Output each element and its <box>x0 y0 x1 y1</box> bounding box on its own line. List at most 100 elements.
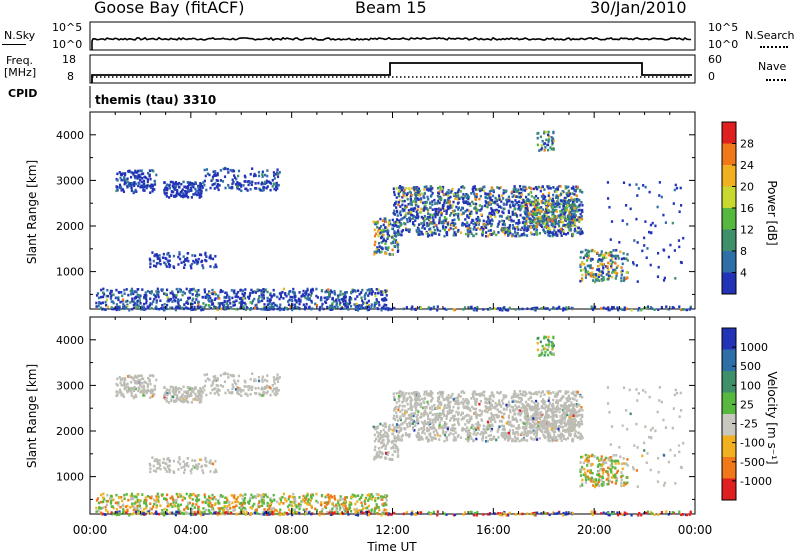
power-cell <box>547 194 550 198</box>
power-cell <box>591 266 594 270</box>
power-cell <box>605 256 608 260</box>
power-cell <box>551 137 555 141</box>
power-cell <box>137 169 140 173</box>
power-cell <box>664 221 667 224</box>
power-cell <box>685 308 689 312</box>
power-cell <box>523 233 526 237</box>
power-cell <box>261 294 264 297</box>
power-cell <box>165 195 168 198</box>
power-cell <box>140 169 143 173</box>
velocity-cell <box>464 423 467 426</box>
velocity-cell <box>149 464 152 467</box>
velocity-cell <box>141 390 144 394</box>
velocity-cell <box>165 462 168 466</box>
power-cell <box>339 301 342 305</box>
velocity-cell <box>498 419 502 423</box>
power-cell <box>513 234 516 238</box>
power-cell <box>466 214 469 217</box>
power-cell <box>543 130 546 134</box>
power-cell <box>201 259 204 263</box>
power-cell <box>223 299 226 303</box>
velocity-cell <box>196 398 199 402</box>
power-cell <box>148 304 151 307</box>
velocity-cell <box>476 426 480 430</box>
velocity-cell <box>535 390 538 394</box>
power-cell <box>387 246 390 249</box>
power-cell <box>567 218 570 221</box>
power-cell <box>305 292 308 296</box>
velocity-cell <box>265 386 268 390</box>
power-cell <box>494 196 497 200</box>
power-cell <box>112 293 115 297</box>
velocity-cell <box>554 438 557 442</box>
power-cell <box>186 191 189 194</box>
power-cell <box>526 209 529 213</box>
power-cell <box>381 247 384 251</box>
velocity-cell <box>163 466 166 470</box>
power-cell <box>538 211 541 214</box>
velocity-cell <box>446 438 449 442</box>
power-cell <box>511 210 514 214</box>
velocity-cell <box>187 464 190 468</box>
power-cell <box>578 203 581 207</box>
power-cell <box>551 234 554 238</box>
power-cell <box>401 217 404 220</box>
power-cell <box>615 248 618 252</box>
power-cell <box>126 177 129 181</box>
velocity-cell <box>456 402 460 406</box>
velocity-cell <box>177 386 181 390</box>
velocity-cell <box>513 390 516 393</box>
velocity-cell <box>190 387 194 390</box>
power-cell <box>507 209 510 213</box>
velocity-cell <box>196 465 199 468</box>
power-cell <box>581 277 584 280</box>
velocity-cell <box>452 438 455 442</box>
power-cell <box>453 209 456 213</box>
velocity-cell <box>423 390 426 394</box>
power-cell <box>241 305 244 309</box>
power-cell <box>480 213 483 216</box>
velocity-cell <box>564 402 567 405</box>
power-cell <box>250 183 253 187</box>
velocity-cell <box>165 470 168 473</box>
power-cell <box>306 297 309 301</box>
power-cell <box>192 193 195 196</box>
velocity-cell <box>518 389 522 393</box>
velocity-cell <box>452 432 455 436</box>
power-cell <box>574 188 577 192</box>
power-cell <box>517 207 520 211</box>
power-cell <box>172 254 176 258</box>
power-cell <box>571 233 575 236</box>
nave-label: Nave <box>758 60 787 73</box>
power-cell <box>403 209 406 212</box>
power-cell <box>563 211 566 215</box>
velocity-cell <box>457 423 461 426</box>
power-cell <box>612 270 616 273</box>
power-cell <box>560 234 563 237</box>
velocity-cell <box>397 408 400 412</box>
power-cell <box>367 294 370 297</box>
velocity-cell <box>124 378 127 382</box>
power-cell <box>438 197 441 200</box>
power-cell <box>407 212 410 215</box>
power-cell <box>133 300 136 304</box>
power-cell <box>410 207 413 211</box>
velocity-cell <box>209 391 212 395</box>
power-cell <box>471 187 474 191</box>
power-cell <box>291 299 294 303</box>
velocity-cell <box>148 462 151 466</box>
power-cell <box>556 186 559 189</box>
power-cell <box>196 190 199 193</box>
power-cell <box>515 213 518 217</box>
power-cell <box>121 188 125 191</box>
power-cell <box>134 188 137 192</box>
velocity-cell <box>423 432 426 435</box>
power-cell <box>469 227 472 230</box>
power-cell <box>119 300 122 304</box>
velocity-cell <box>204 463 207 467</box>
power-cell <box>492 190 495 194</box>
velocity-cell <box>490 391 493 394</box>
velocity-cell <box>425 393 429 396</box>
power-cell <box>149 191 152 194</box>
velocity-cell <box>461 411 464 415</box>
